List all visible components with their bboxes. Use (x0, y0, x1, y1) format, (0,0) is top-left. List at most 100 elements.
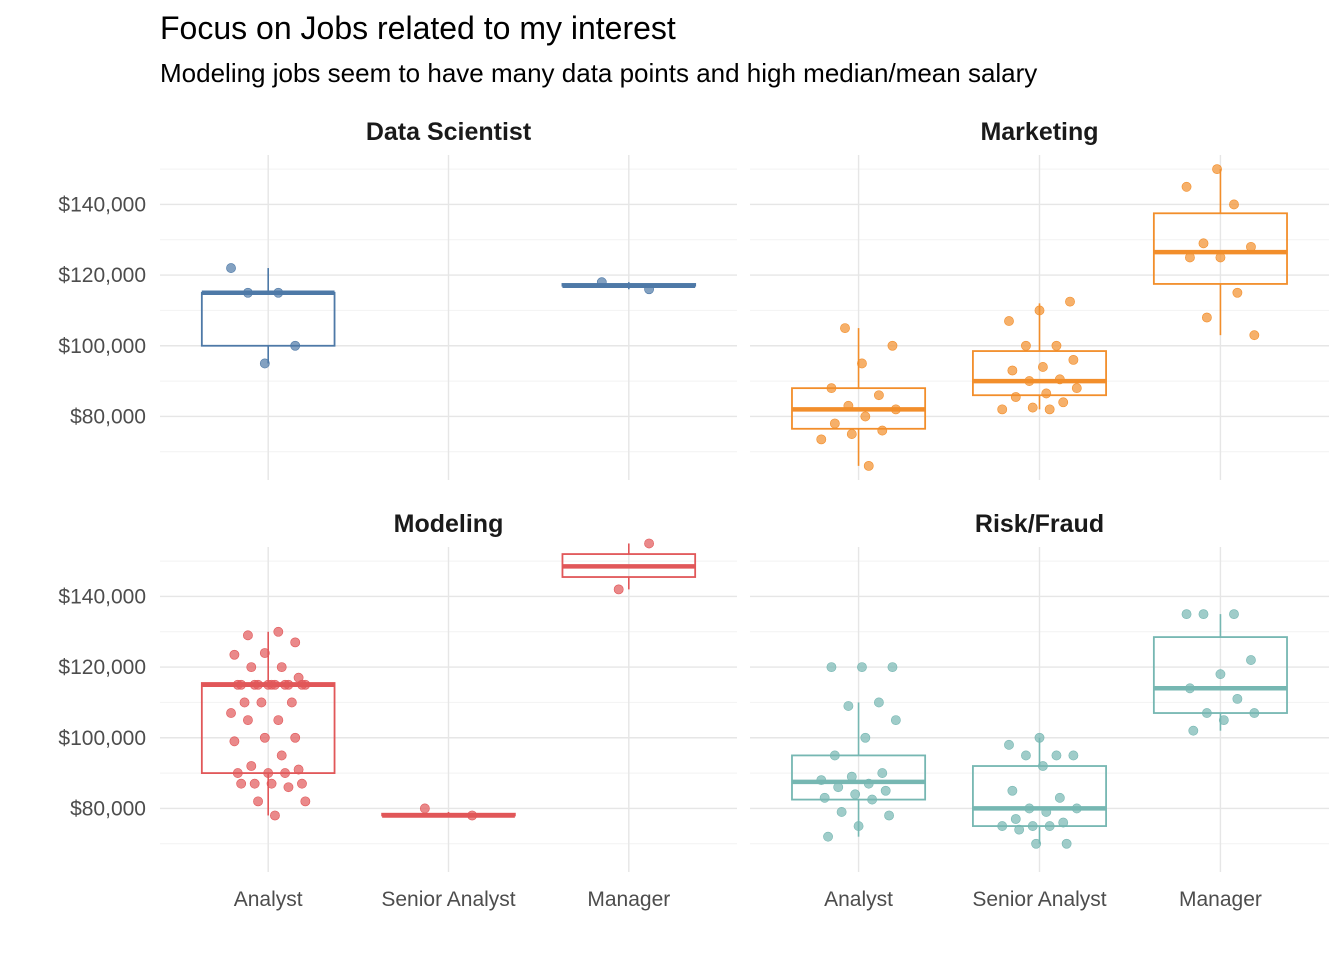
data-point-risk-fraud-analyst (863, 778, 874, 789)
data-point-risk-fraud-manager (1229, 609, 1239, 620)
data-point-risk-fraud-senior-analyst (1071, 803, 1082, 814)
y-tick-label: $80,000 (70, 405, 146, 428)
data-point-modeling-manager (644, 538, 654, 549)
data-point-marketing-senior-analyst (1010, 392, 1021, 402)
data-point-modeling-analyst (283, 679, 294, 690)
y-tick-label: $80,000 (70, 797, 146, 820)
data-point-risk-fraud-analyst (823, 831, 833, 842)
data-point-marketing-senior-analyst (1021, 340, 1031, 351)
data-point-marketing-manager (1212, 164, 1222, 175)
data-point-modeling-manager (613, 584, 624, 595)
data-point-risk-fraud-analyst (867, 794, 878, 805)
data-point-marketing-manager (1185, 252, 1195, 263)
data-point-modeling-analyst (270, 810, 280, 821)
data-point-marketing-manager (1181, 181, 1192, 192)
chart-subtitle: Modeling jobs seem to have many data poi… (160, 58, 1038, 88)
data-point-marketing-analyst (816, 434, 827, 445)
y-tick-label: $100,000 (58, 335, 146, 358)
data-point-risk-fraud-analyst (877, 768, 888, 778)
data-point-marketing-senior-analyst (1007, 365, 1018, 376)
data-point-risk-fraud-analyst (816, 775, 827, 786)
data-point-modeling-analyst (280, 768, 290, 778)
data-point-risk-fraud-analyst (843, 701, 854, 711)
data-point-marketing-analyst (857, 358, 867, 369)
box-risk-fraud-analyst (791, 754, 927, 801)
data-point-marketing-senior-analyst (997, 404, 1008, 415)
y-tick-label: $100,000 (58, 727, 146, 750)
data-point-risk-fraud-manager (1185, 683, 1195, 694)
data-point-risk-fraud-senior-analyst (1061, 838, 1072, 849)
data-point-data-scientist-analyst (243, 287, 253, 298)
data-point-risk-fraud-manager (1181, 609, 1192, 620)
facet-label-data-scientist: Data Scientist (366, 118, 532, 146)
data-point-risk-fraud-analyst (857, 662, 867, 673)
data-point-risk-fraud-senior-analyst (1014, 824, 1025, 835)
data-point-modeling-analyst (300, 679, 311, 690)
data-point-risk-fraud-manager (1218, 715, 1229, 725)
data-point-modeling-analyst (253, 796, 263, 807)
data-point-marketing-analyst (887, 340, 898, 351)
x-tick-label: Analyst (234, 888, 303, 911)
data-point-modeling-analyst (246, 662, 257, 673)
data-point-modeling-senior-analyst (467, 810, 478, 821)
data-point-modeling-analyst (273, 715, 284, 725)
data-point-data-scientist-analyst (273, 287, 284, 298)
data-point-risk-fraud-senior-analyst (997, 821, 1008, 831)
data-point-modeling-analyst (246, 761, 257, 771)
data-point-modeling-analyst (266, 778, 277, 789)
data-point-marketing-senior-analyst (1065, 296, 1075, 307)
facet-label-marketing: Marketing (980, 118, 1098, 146)
data-point-risk-fraud-manager (1198, 609, 1209, 620)
data-point-risk-fraud-analyst (874, 697, 884, 708)
data-point-marketing-senior-analyst (1027, 402, 1038, 413)
data-point-risk-fraud-manager (1232, 694, 1243, 704)
data-point-modeling-analyst (270, 679, 280, 690)
y-tick-label: $140,000 (58, 193, 146, 216)
data-point-risk-fraud-senior-analyst (1044, 821, 1055, 831)
data-point-marketing-senior-analyst (1071, 383, 1082, 394)
data-point-risk-fraud-senior-analyst (1010, 814, 1021, 824)
data-point-risk-fraud-manager (1201, 708, 1212, 718)
data-point-marketing-senior-analyst (1037, 362, 1048, 372)
data-point-risk-fraud-manager (1215, 669, 1226, 680)
data-point-marketing-manager (1201, 312, 1212, 323)
data-point-modeling-analyst (243, 715, 253, 725)
data-point-risk-fraud-senior-analyst (1058, 817, 1069, 828)
data-point-risk-fraud-senior-analyst (1007, 785, 1018, 796)
x-tick-label: Senior Analyst (972, 888, 1106, 911)
data-point-risk-fraud-analyst (850, 789, 861, 800)
data-point-risk-fraud-analyst (853, 821, 864, 831)
facet-label-modeling: Modeling (394, 510, 504, 538)
data-point-marketing-manager (1229, 199, 1239, 210)
data-point-risk-fraud-senior-analyst (1034, 732, 1045, 743)
data-point-modeling-analyst (297, 778, 307, 789)
y-tick-label: $140,000 (58, 585, 146, 608)
data-point-modeling-analyst (253, 679, 263, 690)
data-point-risk-fraud-senior-analyst (1024, 803, 1035, 814)
data-point-modeling-analyst (276, 662, 287, 673)
box-marketing-manager (1152, 212, 1288, 285)
data-point-risk-fraud-senior-analyst (1031, 838, 1042, 849)
x-tick-label: Analyst (824, 888, 893, 911)
data-point-marketing-senior-analyst (1044, 404, 1055, 415)
data-point-risk-fraud-senior-analyst (1021, 750, 1031, 761)
data-point-modeling-analyst (239, 697, 250, 708)
data-point-modeling-analyst (259, 648, 270, 658)
data-point-marketing-manager (1246, 241, 1256, 252)
data-point-modeling-analyst (229, 736, 240, 747)
data-point-risk-fraud-analyst (890, 715, 901, 725)
data-point-marketing-analyst (890, 404, 901, 415)
box-marketing-senior-analyst (972, 350, 1107, 397)
data-point-risk-fraud-analyst (826, 662, 837, 673)
data-point-risk-fraud-senior-analyst (1054, 792, 1065, 803)
data-point-modeling-analyst (276, 750, 287, 761)
data-point-modeling-analyst (273, 626, 284, 637)
data-point-risk-fraud-senior-analyst (1051, 750, 1062, 761)
data-point-modeling-analyst (236, 679, 247, 690)
data-point-risk-fraud-analyst (819, 792, 830, 803)
data-point-marketing-analyst (874, 390, 884, 401)
data-point-marketing-manager (1249, 330, 1260, 341)
data-point-marketing-analyst (826, 383, 837, 394)
data-point-risk-fraud-analyst (884, 810, 894, 821)
data-point-modeling-analyst (293, 764, 304, 775)
